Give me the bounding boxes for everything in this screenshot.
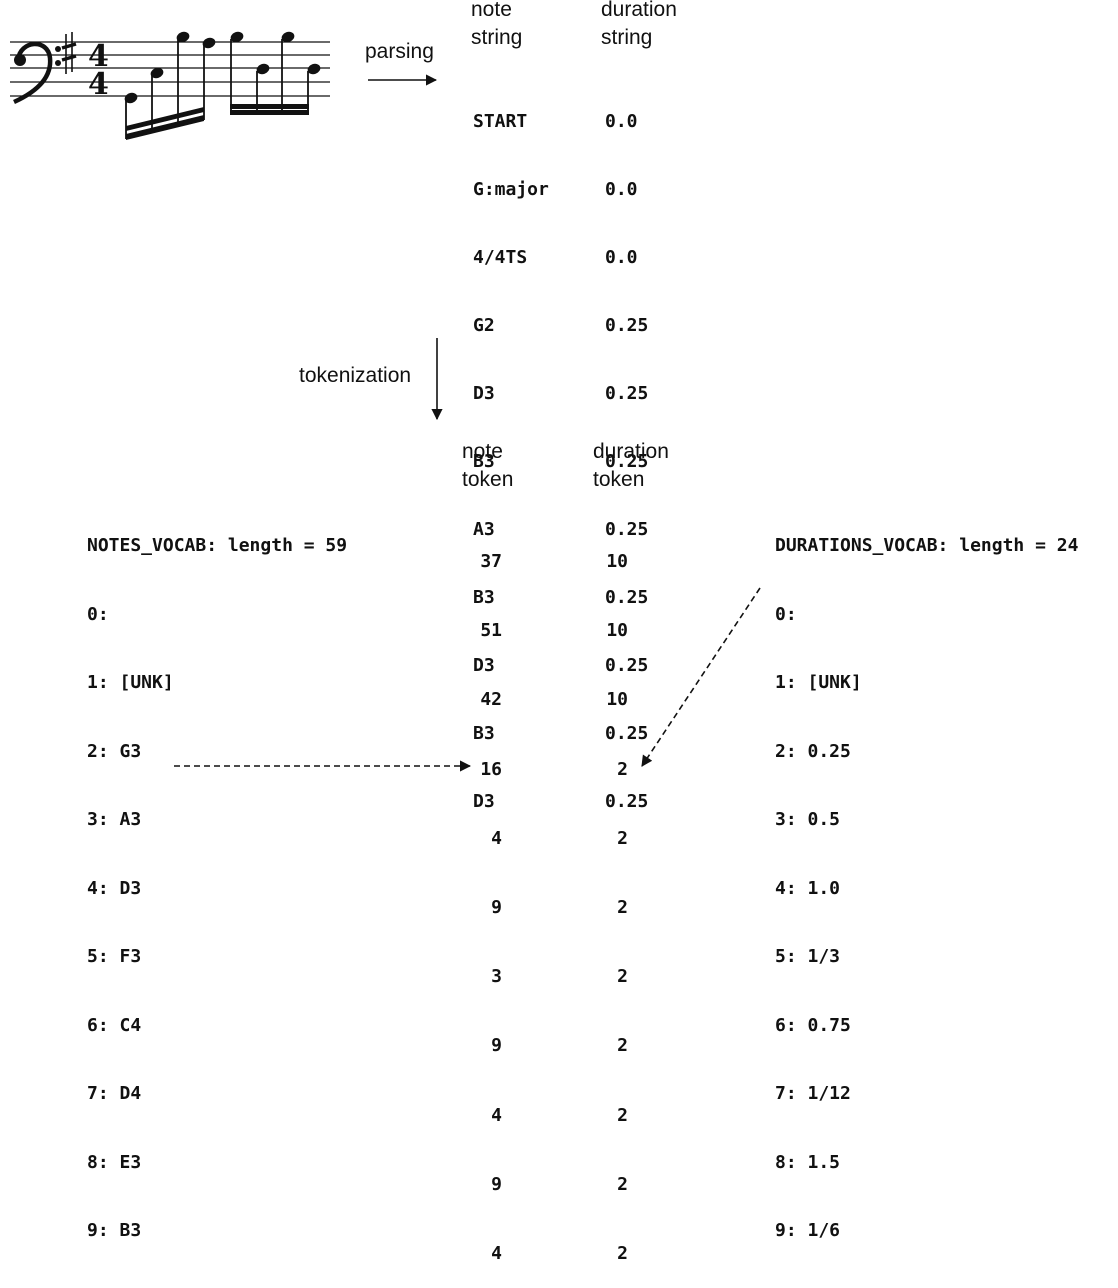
duration-token: 2 <box>617 827 628 849</box>
duration-token: 2 <box>617 1104 628 1126</box>
notes-vocab-entry: 4: D3 <box>87 877 142 899</box>
duration-string: 0.25 <box>605 519 649 540</box>
duration-token: 10 <box>606 620 628 642</box>
note-token: 3 <box>491 966 502 988</box>
duration-string: 0.0 <box>605 247 638 268</box>
note-string: B3 <box>473 451 495 472</box>
note-group-2 <box>230 31 321 115</box>
duration-string: 0.25 <box>605 315 649 336</box>
notes-vocab-entry: 0: <box>87 603 109 625</box>
duration-token: 10 <box>606 551 628 572</box>
durations-vocab-entry: 5: 1/3 <box>775 946 841 967</box>
tokenization-label: tokenization <box>299 364 412 387</box>
notes-vocab-entry: 7: D4 <box>87 1083 142 1104</box>
duration-string-header-line1: duration <box>601 0 677 21</box>
notes-vocab-entry: 8: E3 <box>87 1151 142 1173</box>
sharp-icon <box>61 32 77 74</box>
note-group-1 <box>124 31 216 140</box>
notes-vocab-entry: 2: G3 <box>87 740 142 762</box>
durations-vocab: DURATIONS_VOCAB: length = 24 0: 1: [UNK]… <box>775 491 1078 1266</box>
duration-string: 0.0 <box>605 179 638 200</box>
note-string: D3 <box>473 383 495 404</box>
duration-token: 10 <box>606 689 628 711</box>
duration-string: 0.25 <box>605 451 649 472</box>
durations-vocab-entry: 4: 1.0 <box>775 877 841 899</box>
durations-vocab-title: DURATIONS_VOCAB: length = 24 <box>775 535 1079 556</box>
notes-vocab-entry: 3: A3 <box>87 809 142 830</box>
duration-string: 0.0 <box>605 111 638 132</box>
duration-string: 0.25 <box>605 587 649 608</box>
durations-vocab-entry: 0: <box>775 603 797 625</box>
note-string: B3 <box>473 587 495 608</box>
duration-token: 2 <box>617 1035 628 1057</box>
durations-vocab-entry: 2: 0.25 <box>775 740 851 762</box>
duration-string: 0.25 <box>605 383 649 404</box>
note-string: B3 <box>473 723 495 744</box>
note-token: 9 <box>491 1035 502 1057</box>
notes-vocab-title: NOTES_VOCAB: length = 59 <box>87 535 348 556</box>
note-string-header-line2: string <box>471 26 523 49</box>
duration-token: 2 <box>617 1242 628 1264</box>
bass-clef-icon <box>13 41 61 105</box>
parsing-label: parsing <box>365 40 434 63</box>
note-string: G2 <box>473 315 495 336</box>
durations-vocab-entry: 6: 0.75 <box>775 1014 851 1036</box>
note-token: 9 <box>491 896 502 918</box>
arrows <box>174 74 761 772</box>
durations-vocab-entry: 1: [UNK] <box>775 672 862 693</box>
note-token: 51 <box>480 620 502 642</box>
duration-token: 2 <box>617 896 628 918</box>
duration-string: 0.25 <box>605 655 649 676</box>
music-score: 4 4 <box>10 31 330 140</box>
note-token-header-line2: token <box>462 468 514 491</box>
note-token: 4 <box>491 1242 502 1264</box>
durations-vocab-entry: 7: 1/12 <box>775 1083 851 1104</box>
duration-token-header-line2: token <box>593 468 645 491</box>
notes-vocab-entry: 9: B3 <box>87 1220 142 1241</box>
note-token: 4 <box>491 827 502 849</box>
note-token-header-line1: note <box>462 440 503 463</box>
note-string: START <box>473 111 528 132</box>
note-token: 42 <box>480 689 502 711</box>
duration-token-header-line1: duration <box>593 440 669 463</box>
durations-vocab-entry: 8: 1.5 <box>775 1151 841 1173</box>
duration-token: 2 <box>617 758 628 780</box>
note-string: A3 <box>473 519 495 540</box>
time-signature: 4 4 <box>88 39 109 102</box>
duration-token-header: duration token <box>593 438 669 494</box>
note-string-header-line1: note <box>471 0 512 21</box>
note-token-header: note token <box>462 438 513 494</box>
note-string: G:major <box>473 179 549 200</box>
durations-vocab-entry: 3: 0.5 <box>775 809 841 830</box>
notes-vocab-entry: 6: C4 <box>87 1014 142 1036</box>
notes-vocab-entry: 1: [UNK] <box>87 672 174 693</box>
notes-vocab: NOTES_VOCAB: length = 59 0: 1: [UNK] 2: … <box>87 491 347 1266</box>
durations-vocab-entry: 9: 1/6 <box>775 1220 841 1241</box>
duration-token-column: 10 10 10 2 2 2 2 2 2 2 2 <box>596 506 628 1288</box>
note-string-header: note string <box>471 0 522 52</box>
durations-vocab-dashed-arrow <box>641 587 761 767</box>
time-signature-top: 4 <box>88 39 109 74</box>
note-token-column: 37 51 42 16 4 9 3 9 4 9 4 <box>470 506 502 1288</box>
note-string: 4/4TS <box>473 247 528 268</box>
duration-string-header: duration string <box>601 0 677 52</box>
time-signature-bottom: 4 <box>88 67 109 102</box>
duration-token: 2 <box>617 966 628 988</box>
note-string: D3 <box>473 655 495 676</box>
duration-string: 0.25 <box>605 723 649 744</box>
notes-vocab-entry: 5: F3 <box>87 946 142 967</box>
note-token: 9 <box>491 1173 502 1195</box>
note-token: 16 <box>480 758 502 780</box>
note-token: 37 <box>480 551 502 572</box>
duration-string-header-line2: string <box>601 26 653 49</box>
duration-token: 2 <box>617 1173 628 1195</box>
note-token: 4 <box>491 1104 502 1126</box>
